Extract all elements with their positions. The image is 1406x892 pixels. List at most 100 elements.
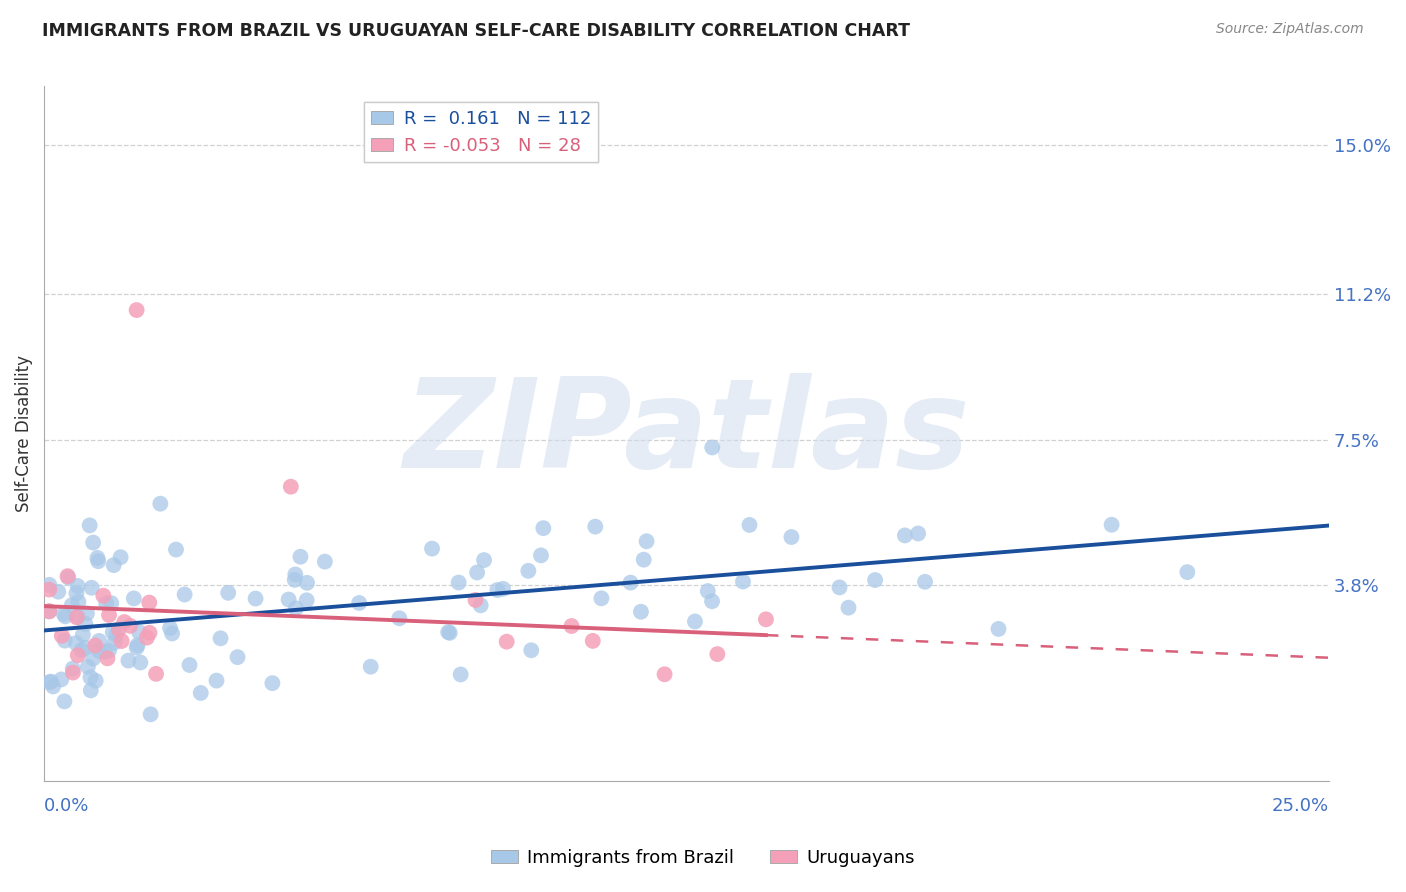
- Point: [80, 581, 103, 595]
- Legend: Immigrants from Brazil, Uruguayans: Immigrants from Brazil, Uruguayans: [484, 842, 922, 874]
- Point: [75, 616, 97, 631]
- Point: [79, 518, 101, 533]
- Point: [531, 521, 554, 535]
- Point: [38, 582, 60, 597]
- Point: [52, 607, 75, 621]
- Point: [122, 591, 145, 606]
- Point: [277, 592, 299, 607]
- Point: [66, 579, 89, 593]
- Point: [907, 526, 929, 541]
- Point: [108, 622, 131, 636]
- Point: [120, 619, 142, 633]
- Point: [437, 625, 460, 640]
- Point: [128, 625, 150, 640]
- Point: [149, 497, 172, 511]
- Point: [520, 643, 543, 657]
- Point: [472, 553, 495, 567]
- Point: [706, 647, 728, 661]
- Point: [79, 670, 101, 684]
- Point: [139, 707, 162, 722]
- Point: [205, 673, 228, 688]
- Point: [217, 586, 239, 600]
- Point: [145, 666, 167, 681]
- Point: [62, 665, 84, 680]
- Point: [111, 634, 134, 648]
- Point: [38, 604, 60, 618]
- Point: [67, 595, 90, 609]
- Point: [702, 441, 724, 455]
- Point: [53, 694, 76, 708]
- Point: [284, 567, 307, 582]
- Point: [636, 534, 658, 549]
- Point: [70, 643, 93, 657]
- Text: Source: ZipAtlas.com: Source: ZipAtlas.com: [1216, 22, 1364, 37]
- Point: [125, 640, 148, 655]
- Point: [84, 673, 107, 688]
- Point: [561, 619, 583, 633]
- Point: [245, 591, 267, 606]
- Point: [101, 625, 124, 640]
- Point: [98, 643, 121, 657]
- Point: [262, 676, 284, 690]
- Point: [290, 549, 312, 564]
- Point: [894, 528, 917, 542]
- Point: [94, 644, 117, 658]
- Point: [160, 626, 183, 640]
- Point: [486, 582, 509, 597]
- Point: [38, 675, 60, 690]
- Point: [837, 600, 859, 615]
- Point: [129, 656, 152, 670]
- Point: [388, 611, 411, 625]
- Point: [87, 554, 110, 568]
- Point: [65, 586, 87, 600]
- Point: [98, 607, 121, 622]
- Point: [914, 574, 936, 589]
- Point: [96, 596, 118, 610]
- Point: [619, 575, 641, 590]
- Point: [295, 593, 318, 607]
- Point: [683, 615, 706, 629]
- Point: [53, 609, 76, 624]
- Point: [100, 596, 122, 610]
- Point: [72, 628, 94, 642]
- Point: [439, 625, 461, 640]
- Point: [630, 605, 652, 619]
- Point: [165, 542, 187, 557]
- Point: [38, 604, 60, 618]
- Point: [280, 480, 302, 494]
- Point: [447, 575, 470, 590]
- Point: [492, 582, 515, 596]
- Point: [51, 673, 73, 687]
- Point: [495, 634, 517, 648]
- Point: [56, 569, 79, 583]
- Point: [65, 636, 87, 650]
- Point: [103, 635, 125, 649]
- Point: [76, 607, 98, 621]
- Point: [51, 629, 73, 643]
- Legend: R =  0.161   N = 112, R = -0.053   N = 28: R = 0.161 N = 112, R = -0.053 N = 28: [364, 103, 598, 161]
- Point: [80, 683, 103, 698]
- Point: [58, 570, 80, 584]
- Point: [470, 599, 492, 613]
- Point: [420, 541, 443, 556]
- Point: [138, 625, 160, 640]
- Point: [226, 650, 249, 665]
- Point: [360, 659, 382, 673]
- Point: [1101, 517, 1123, 532]
- Point: [46, 584, 69, 599]
- Point: [314, 555, 336, 569]
- Point: [209, 632, 232, 646]
- Text: 0.0%: 0.0%: [44, 797, 90, 814]
- Point: [103, 558, 125, 573]
- Point: [295, 575, 318, 590]
- Point: [125, 303, 148, 318]
- Point: [863, 573, 886, 587]
- Point: [75, 640, 97, 655]
- Point: [87, 634, 110, 648]
- Point: [105, 628, 128, 642]
- Text: 25.0%: 25.0%: [1272, 797, 1329, 814]
- Point: [700, 594, 723, 608]
- Point: [347, 596, 370, 610]
- Point: [654, 667, 676, 681]
- Point: [633, 552, 655, 566]
